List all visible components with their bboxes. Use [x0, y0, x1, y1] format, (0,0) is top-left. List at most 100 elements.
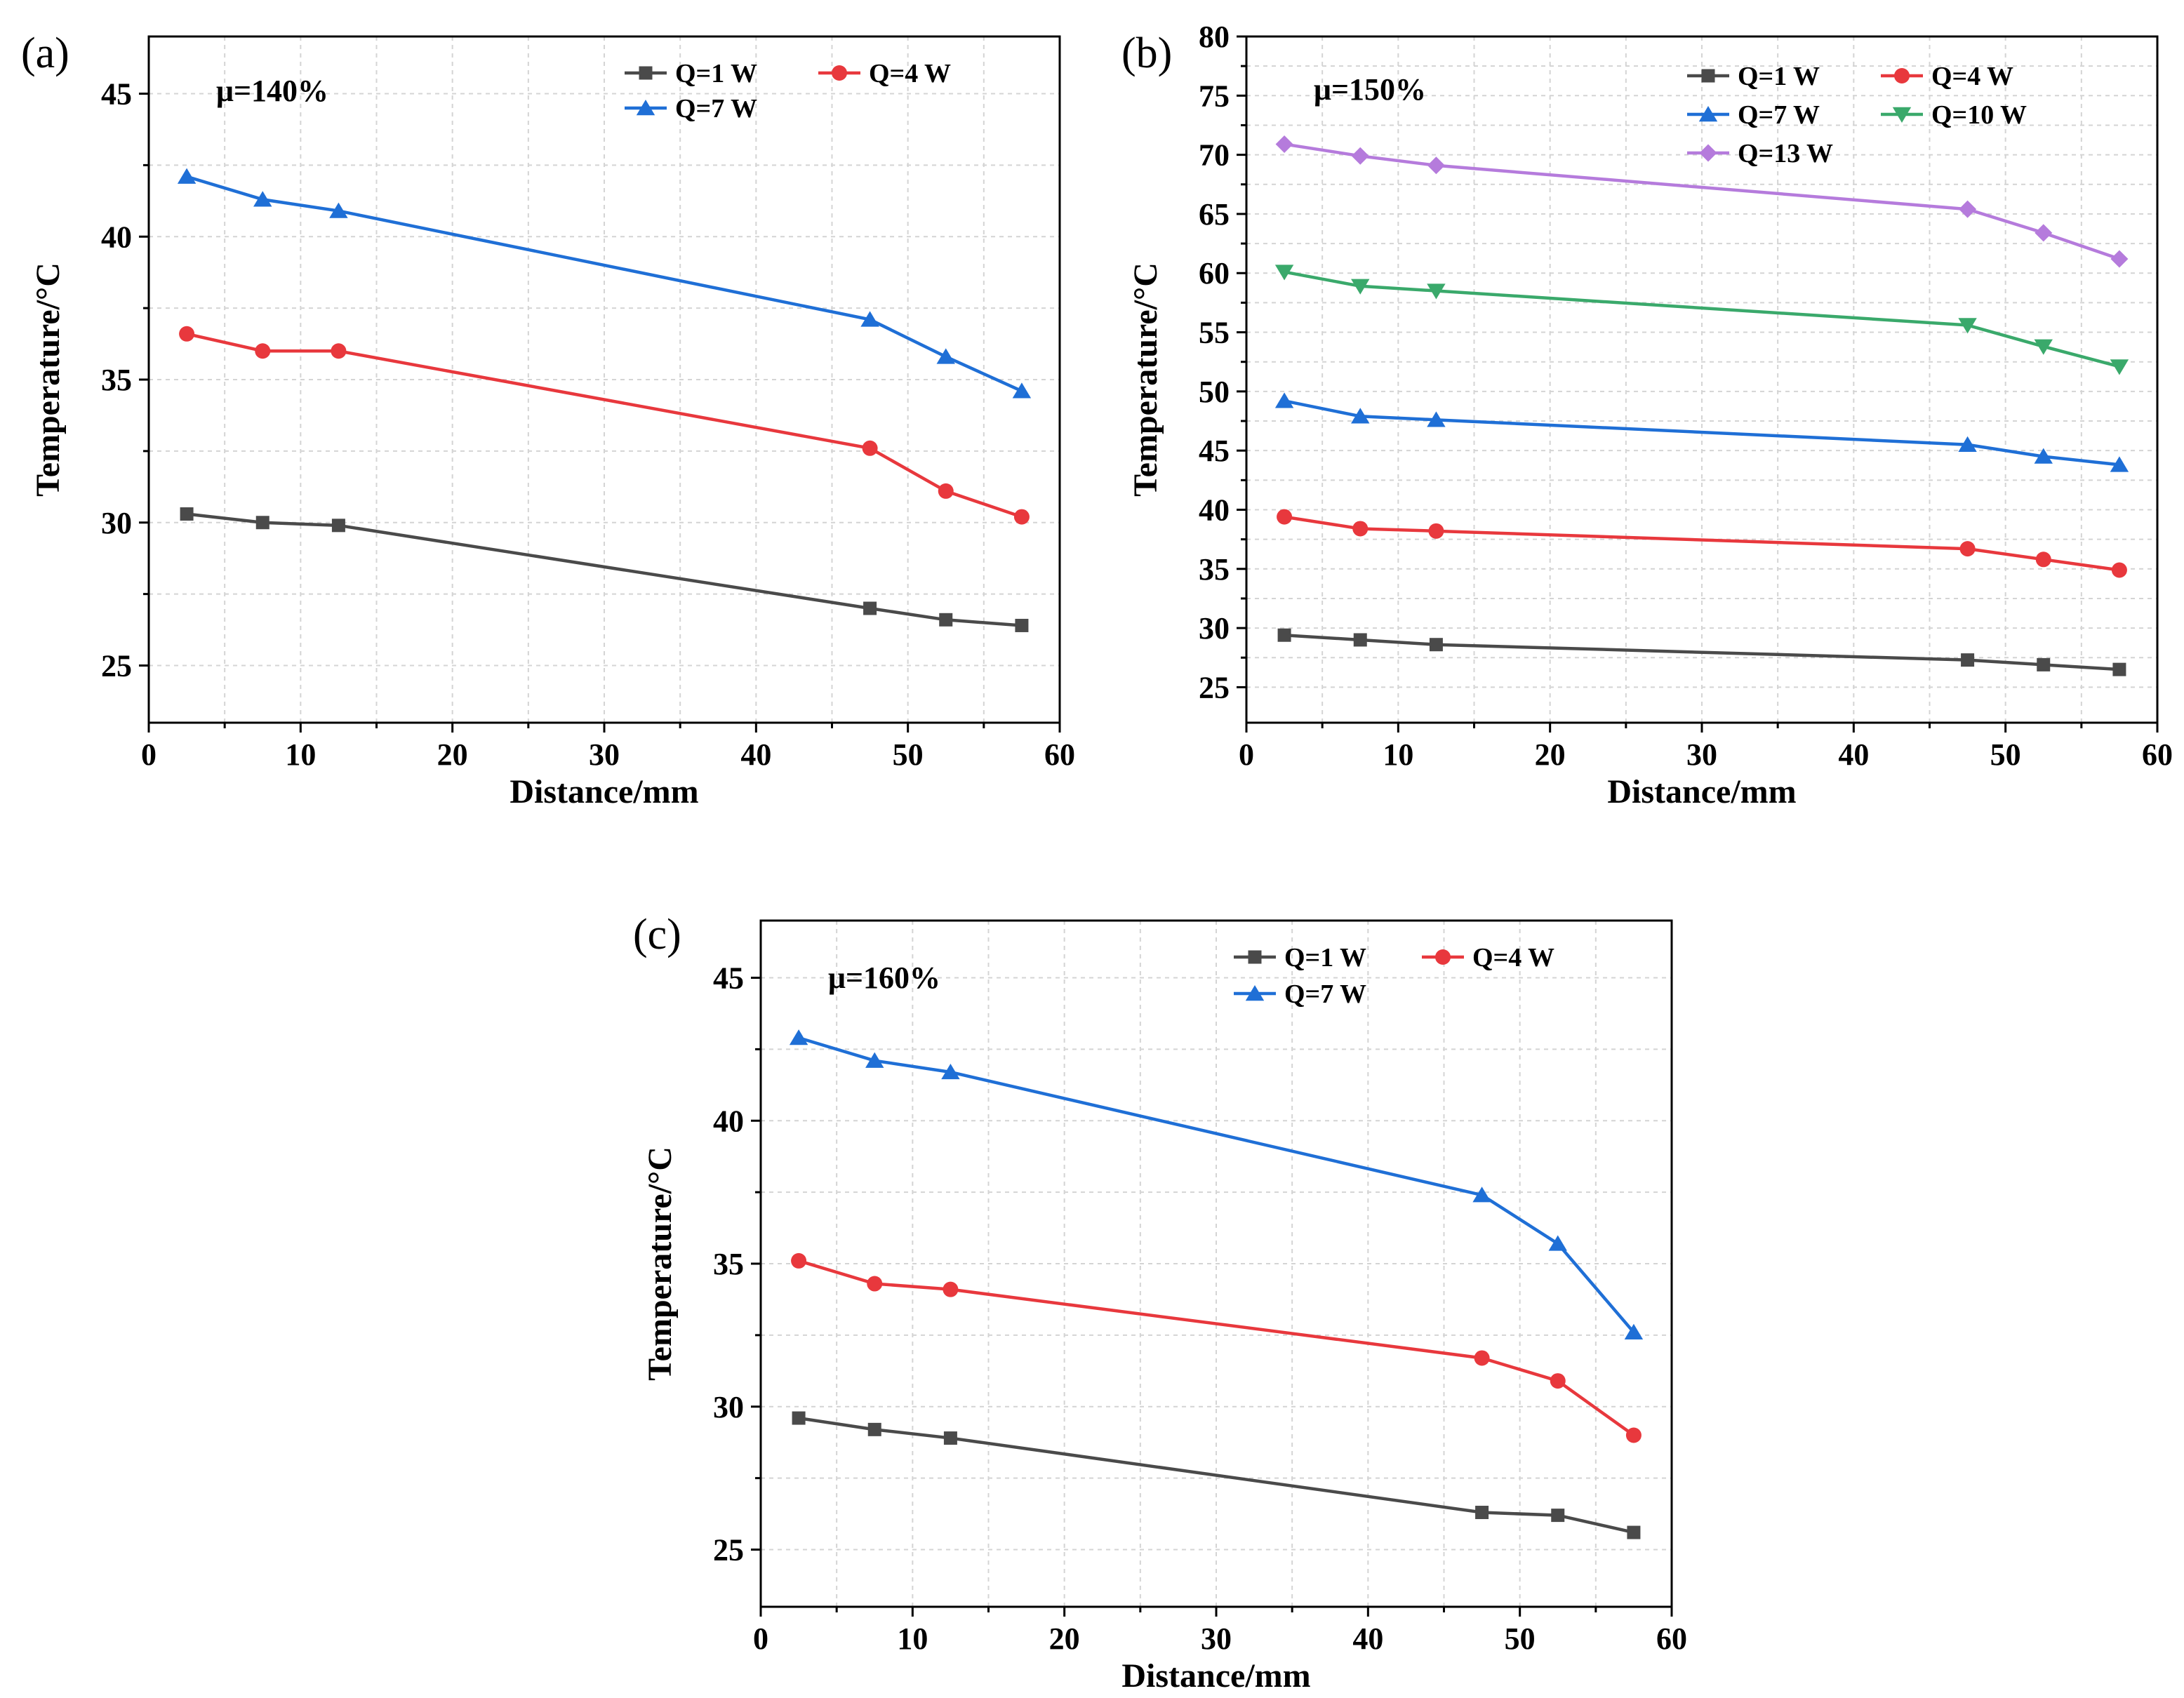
y-axis: 25 30 35 40 45 50 55 60 65 70 75 80 — [1199, 20, 1246, 704]
data-point — [865, 1052, 884, 1068]
mu-annotation: μ=140% — [216, 74, 328, 108]
legend-marker — [1894, 68, 1910, 83]
legend-marker — [636, 100, 655, 116]
legend-item: Q=4 W — [1881, 62, 2013, 91]
x-tick-label: 20 — [1049, 1622, 1080, 1656]
y-tick-label: 40 — [1199, 493, 1230, 527]
data-point — [789, 1029, 808, 1045]
x-tick-label: 50 — [893, 737, 924, 772]
data-point — [1013, 509, 1030, 525]
legend-item: Q=7 W — [1234, 980, 1366, 1009]
series-line — [1284, 142, 2120, 261]
y-tick-label: 35 — [713, 1247, 744, 1281]
legend: Q=1 W Q=4 W Q=7 W Q=10 W Q=13 W — [1687, 62, 2027, 168]
x-tick-label: 60 — [1044, 737, 1075, 772]
grid — [761, 921, 1672, 1607]
data-point — [863, 601, 877, 615]
data-point — [1959, 200, 1977, 218]
series-q-7-w — [1274, 392, 2129, 472]
legend-label: Q=10 W — [1931, 100, 2027, 130]
data-point — [2110, 359, 2129, 375]
y-tick-label: 75 — [1199, 79, 1230, 113]
data-point — [179, 326, 195, 342]
series-line — [798, 1259, 1635, 1437]
legend-label: Q=1 W — [1738, 62, 1820, 91]
data-point — [943, 1281, 959, 1297]
data-point — [939, 613, 953, 627]
legend-item: Q=4 W — [818, 59, 951, 88]
series-q-13-w — [1275, 135, 2129, 268]
series-line — [798, 1036, 1635, 1334]
data-point — [1429, 638, 1443, 652]
x-tick-label: 10 — [897, 1622, 928, 1656]
y-tick-label: 35 — [1199, 552, 1230, 587]
legend-item: Q=1 W — [1234, 943, 1366, 972]
y-axis-title: Temperature/°C — [29, 262, 67, 497]
y-tick-label: 50 — [1199, 375, 1230, 409]
data-point — [331, 519, 345, 533]
series-q-4-w — [179, 326, 1030, 525]
series-line — [186, 512, 1023, 627]
x-tick-label: 60 — [1656, 1622, 1687, 1656]
series-line — [186, 332, 1023, 519]
data-point — [1428, 523, 1444, 539]
mu-annotation: μ=150% — [1314, 72, 1426, 107]
data-point — [941, 1063, 960, 1080]
data-point — [255, 516, 269, 530]
data-point — [1551, 1509, 1565, 1523]
y-axis-title: Temperature/°C — [641, 1147, 679, 1381]
data-point — [2110, 250, 2129, 268]
x-tick-label: 0 — [141, 737, 157, 772]
series-line — [186, 175, 1023, 393]
legend-marker — [1699, 144, 1717, 162]
data-point — [943, 1431, 957, 1445]
legend-item: Q=1 W — [1687, 62, 1820, 91]
x-tick-label: 40 — [740, 737, 771, 772]
y-tick-label: 25 — [101, 649, 132, 683]
y-tick-label: 80 — [1199, 20, 1230, 54]
panel-label: (b) — [1121, 29, 1172, 77]
data-point — [1627, 1525, 1641, 1539]
series-line — [1284, 515, 2120, 572]
y-axis: 25 30 35 40 45 — [101, 77, 149, 683]
legend-label: Q=4 W — [1931, 62, 2013, 91]
data-point — [1958, 436, 1977, 452]
panel-label: (a) — [21, 29, 69, 77]
y-tick-label: 30 — [1199, 611, 1230, 646]
data-point — [2035, 224, 2053, 242]
series-q-10-w — [1274, 265, 2129, 375]
data-point — [791, 1252, 807, 1269]
x-tick-label: 20 — [437, 737, 468, 772]
legend-item: Q=4 W — [1422, 943, 1554, 972]
y-tick-label: 55 — [1199, 316, 1230, 350]
x-tick-label: 40 — [1838, 737, 1869, 772]
y-tick-label: 40 — [101, 220, 132, 254]
data-point — [2035, 551, 2051, 568]
series-line — [1284, 633, 2120, 671]
legend-label: Q=1 W — [1284, 943, 1366, 972]
y-tick-label: 45 — [1199, 434, 1230, 468]
data-point — [2110, 456, 2129, 472]
legend-label: Q=7 W — [1284, 980, 1366, 1009]
legend-label: Q=7 W — [675, 94, 757, 123]
data-point — [1352, 521, 1369, 537]
y-axis: 25 30 35 40 45 — [713, 961, 761, 1567]
data-point — [1277, 628, 1291, 642]
data-point — [1624, 1323, 1644, 1339]
legend-item: Q=13 W — [1687, 139, 1833, 168]
data-point — [1275, 135, 1293, 153]
data-point — [1277, 509, 1293, 525]
legend-item: Q=7 W — [1687, 100, 1820, 130]
data-point — [255, 343, 271, 359]
data-point — [867, 1276, 883, 1292]
legend-label: Q=7 W — [1738, 100, 1820, 130]
x-axis: 0 10 20 30 40 50 60 — [141, 723, 1075, 772]
series-line — [1284, 270, 2120, 368]
y-tick-label: 45 — [713, 961, 744, 996]
legend-label: Q=1 W — [675, 59, 757, 88]
data-point — [1548, 1235, 1567, 1251]
legend-item: Q=10 W — [1881, 100, 2027, 130]
x-tick-label: 30 — [1686, 737, 1717, 772]
series-q-7-w — [789, 1029, 1644, 1339]
